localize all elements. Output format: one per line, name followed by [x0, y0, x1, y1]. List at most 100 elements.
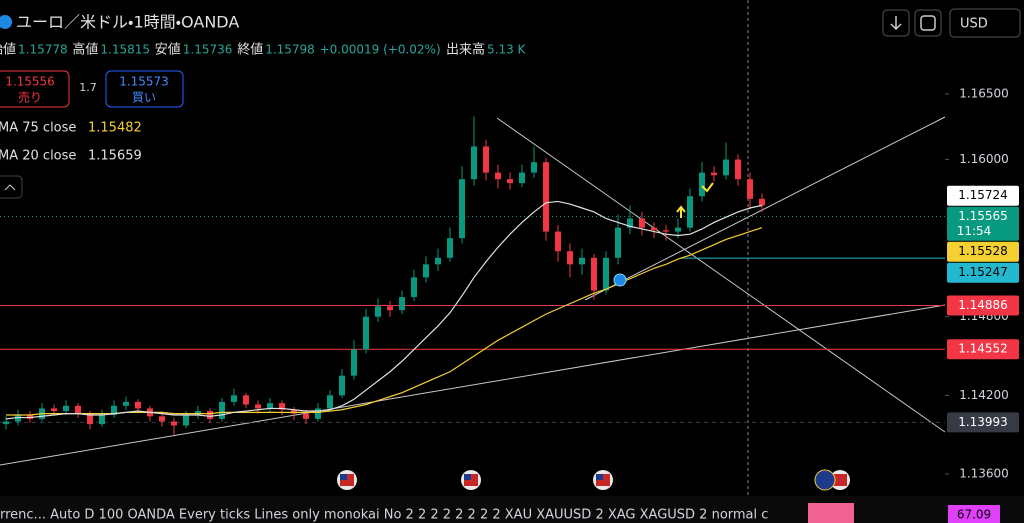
candle-body: [75, 405, 81, 414]
sell-button[interactable]: [0, 70, 70, 108]
ohlc-value: 1.15815: [100, 43, 150, 57]
candle-body: [639, 218, 645, 228]
trend-line: [584, 116, 946, 301]
candle-body: [711, 172, 717, 176]
currency: USD: [960, 17, 988, 32]
candle-body: [291, 409, 297, 414]
candle-body: [99, 414, 105, 425]
candle-body: [447, 238, 453, 258]
candle-body: [675, 227, 681, 232]
ohlc-label: 終値: [237, 42, 263, 58]
candle-body: [87, 413, 93, 425]
sell-arrow: [701, 182, 714, 193]
refresh-icon: [920, 15, 936, 31]
candle-body: [435, 257, 441, 265]
price-label: 1.15565: [958, 209, 1008, 223]
candle-body: [723, 159, 729, 176]
candle-body: [735, 159, 741, 180]
candle-body: [279, 403, 285, 410]
candle-body: [495, 172, 501, 180]
candle-body: [759, 198, 765, 206]
candle-body: [399, 297, 405, 311]
candle-body: [687, 196, 693, 228]
trend-line: [0, 304, 946, 466]
indicator-settings: rrenc... Auto D 100 OANDA Every ticks Li…: [0, 508, 768, 523]
candle-body: [303, 413, 309, 419]
buy-button[interactable]: [105, 70, 184, 108]
indicator-value: 67.09: [957, 508, 991, 522]
candle-body: [519, 172, 525, 184]
candle-body: [255, 404, 261, 409]
candle-body: [603, 257, 609, 291]
event-flags: [337, 469, 850, 491]
price-label-box: [947, 262, 1019, 283]
sell-label: 売り: [18, 90, 42, 105]
collapse-icon: [4, 184, 16, 191]
candle-body: [51, 408, 57, 412]
candle-body: [27, 414, 33, 419]
candle-body: [531, 162, 537, 173]
symbol-title: ユーロ／米ドル・1時間・OANDA: [16, 13, 239, 32]
price-label: 1.15724: [958, 188, 1008, 202]
candle-body: [267, 403, 273, 409]
spread: 1.7: [79, 81, 97, 94]
refresh-button[interactable]: [914, 9, 942, 37]
candle-body: [591, 257, 597, 291]
candle-body: [543, 162, 549, 232]
candle-body: [195, 411, 201, 415]
price-label-box: [947, 185, 1019, 206]
candle-body: [111, 405, 117, 415]
change: +0.00019 (+0.02%): [320, 43, 441, 57]
candle-body: [615, 227, 621, 258]
price-label: 1.13993: [958, 415, 1008, 429]
candle-body: [651, 227, 657, 231]
price-label: 1.14886: [958, 298, 1008, 312]
candle-body: [183, 414, 189, 426]
sell-price: 1.15556: [5, 75, 55, 89]
y-tick-label: 1.13600: [959, 466, 1009, 480]
legend-name: MA 20 close: [0, 149, 76, 164]
candle-body: [159, 416, 165, 422]
buy-price: 1.15573: [119, 75, 169, 89]
candle-body: [579, 257, 585, 265]
header: ユーロ／米ドル・1時間・OANDA 始値1.15778高値1.15815安値1.…: [0, 8, 1021, 58]
value-badge: [948, 505, 1000, 523]
price-label: 1.15528: [958, 244, 1008, 258]
candle-body: [471, 146, 477, 180]
ohlc-label: 始値: [0, 42, 16, 58]
candle-body: [327, 395, 333, 409]
candle-body: [459, 179, 465, 239]
legend-value: 1.15659: [88, 149, 142, 164]
trade-panel: 1.15556 売り 1.7 1.15573 買い: [0, 70, 184, 108]
price-label-box: [947, 241, 1019, 262]
candle-body: [123, 401, 129, 406]
candle-body: [63, 405, 69, 412]
legend-value: 1.15482: [88, 121, 142, 136]
price-label-box: [947, 206, 1019, 241]
candle-body: [387, 306, 393, 311]
currency-dropdown[interactable]: [949, 8, 1021, 38]
candle-body: [351, 349, 357, 376]
ohlc-value: 1.15778: [18, 43, 68, 57]
y-tick-label: 1.16000: [959, 152, 1009, 166]
candle-body: [747, 179, 753, 199]
candle-body: [411, 277, 417, 298]
download-button[interactable]: [882, 9, 910, 37]
ma-line: [5, 200, 763, 420]
price-label: 1.15247: [958, 265, 1008, 279]
ma-line: [6, 227, 763, 416]
candle-body: [15, 414, 21, 422]
y-tick-label: 1.16500: [959, 87, 1009, 101]
ohlc-value: 1.15736: [183, 43, 233, 57]
trend-line: [496, 117, 946, 433]
candle-body: [483, 146, 489, 173]
ohlc-value: 1.15798: [265, 43, 315, 57]
collapse-button[interactable]: [0, 175, 23, 199]
candle-body: [627, 218, 633, 228]
candle-body: [135, 401, 141, 409]
price-label-box: [947, 295, 1019, 316]
volume-label: 出来高: [446, 42, 485, 58]
candle-body: [507, 179, 513, 184]
